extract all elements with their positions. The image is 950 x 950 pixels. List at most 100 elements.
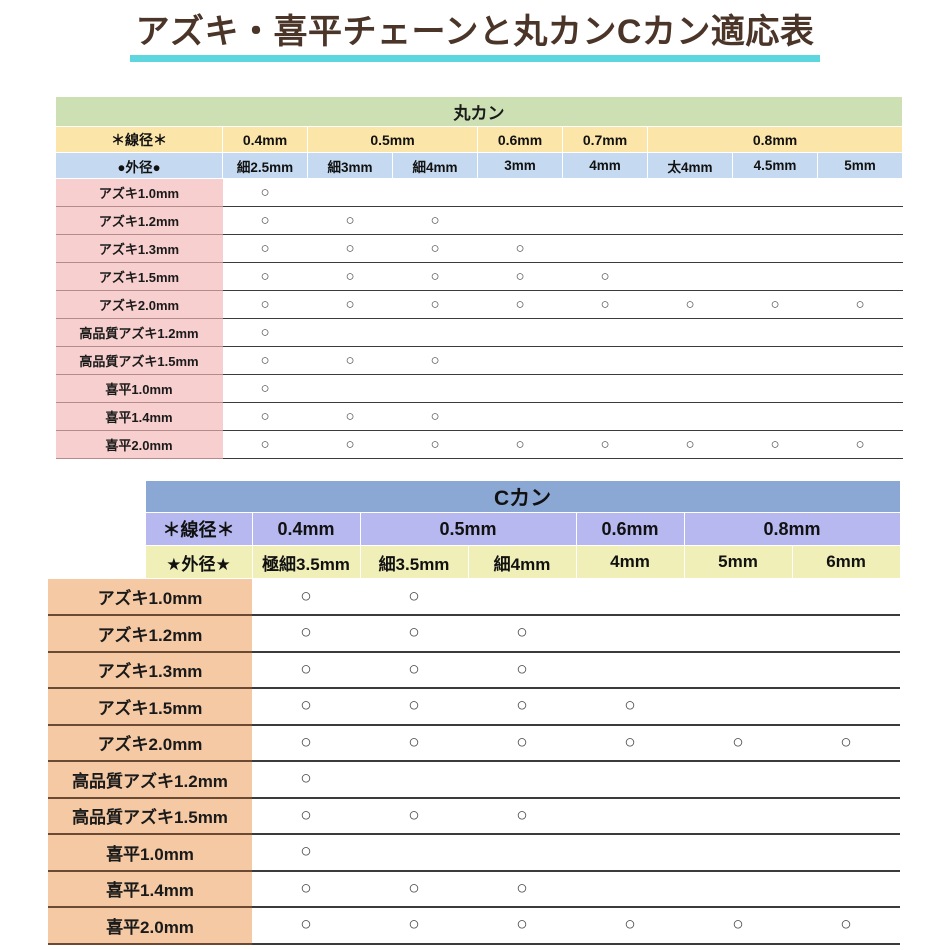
empty-cell: ○ bbox=[576, 578, 684, 616]
compatible-mark-cell: ○ bbox=[392, 206, 478, 235]
compatible-mark-cell: ○ bbox=[468, 615, 576, 653]
ckan-row-label: 喜平2.0mm bbox=[48, 907, 252, 945]
circle-mark-icon: ○ bbox=[345, 268, 355, 285]
circle-mark-icon: ○ bbox=[408, 804, 420, 826]
empty-cell: ○ bbox=[792, 797, 901, 835]
ckan-row-label: アズキ1.3mm bbox=[48, 651, 252, 689]
compatible-mark-cell: ○ bbox=[392, 262, 478, 291]
empty-cell: ○ bbox=[392, 178, 478, 207]
empty-cell: ○ bbox=[817, 318, 903, 347]
compatible-mark-cell: ○ bbox=[360, 651, 468, 689]
marukan-row-label: アズキ2.0mm bbox=[55, 290, 223, 319]
circle-mark-icon: ○ bbox=[345, 212, 355, 229]
circle-mark-icon: ○ bbox=[515, 436, 525, 453]
table-row: アズキ1.5mm○○○○○○ bbox=[48, 688, 901, 726]
compatible-mark-cell: ○ bbox=[222, 374, 308, 403]
marukan-compatibility-table: 丸カン ＊線径＊ 0.4mm 0.5mm 0.6mm 0.7mm 0.8mm ●… bbox=[54, 96, 904, 459]
marukan-row-label: 喜平2.0mm bbox=[55, 430, 223, 459]
compatible-mark-cell: ○ bbox=[392, 346, 478, 375]
compatible-mark-cell: ○ bbox=[252, 907, 360, 945]
circle-mark-icon: ○ bbox=[840, 731, 852, 753]
circle-mark-icon: ○ bbox=[516, 804, 528, 826]
empty-cell: ○ bbox=[732, 318, 818, 347]
empty-cell: ○ bbox=[477, 402, 563, 431]
circle-mark-icon: ○ bbox=[600, 436, 610, 453]
empty-cell: ○ bbox=[732, 206, 818, 235]
empty-cell: ○ bbox=[477, 318, 563, 347]
compatible-mark-cell: ○ bbox=[562, 262, 648, 291]
empty-cell: ○ bbox=[562, 346, 648, 375]
marukan-col-header-4: 4mm bbox=[562, 152, 648, 179]
circle-mark-icon: ○ bbox=[855, 296, 865, 313]
compatible-mark-cell: ○ bbox=[360, 907, 468, 945]
empty-cell: ○ bbox=[576, 651, 684, 689]
compatible-mark-cell: ○ bbox=[477, 262, 563, 291]
circle-mark-icon: ○ bbox=[516, 695, 528, 717]
table-row: 高品質アズキ1.2mm○○○○○○○○ bbox=[55, 318, 903, 347]
compatible-mark-cell: ○ bbox=[392, 402, 478, 431]
circle-mark-icon: ○ bbox=[430, 436, 440, 453]
compatible-mark-cell: ○ bbox=[562, 430, 648, 459]
marukan-outer-label: ●外径● bbox=[55, 152, 223, 179]
empty-cell: ○ bbox=[817, 402, 903, 431]
table-row: アズキ1.5mm○○○○○○○○ bbox=[55, 262, 903, 291]
empty-cell: ○ bbox=[647, 374, 733, 403]
compatible-mark-cell: ○ bbox=[562, 290, 648, 319]
circle-mark-icon: ○ bbox=[260, 352, 270, 369]
marukan-wire-group-2: 0.6mm bbox=[477, 126, 563, 153]
compatible-mark-cell: ○ bbox=[222, 318, 308, 347]
empty-cell: ○ bbox=[576, 870, 684, 908]
compatible-mark-cell: ○ bbox=[684, 724, 792, 762]
compatible-mark-cell: ○ bbox=[360, 615, 468, 653]
marukan-group-title-row: 丸カン bbox=[54, 96, 904, 127]
compatible-mark-cell: ○ bbox=[360, 797, 468, 835]
compatible-mark-cell: ○ bbox=[222, 178, 308, 207]
compatible-mark-cell: ○ bbox=[468, 724, 576, 762]
empty-cell: ○ bbox=[647, 206, 733, 235]
table-row: 喜平1.4mm○○○○○○ bbox=[48, 870, 901, 908]
circle-mark-icon: ○ bbox=[408, 695, 420, 717]
circle-mark-icon: ○ bbox=[430, 352, 440, 369]
marukan-table-body: アズキ1.0mm○○○○○○○○アズキ1.2mm○○○○○○○○アズキ1.3mm… bbox=[55, 178, 903, 459]
ckan-wire-group-0: 0.4mm bbox=[251, 512, 361, 546]
marukan-wire-group-1: 0.5mm bbox=[307, 126, 478, 153]
circle-mark-icon: ○ bbox=[624, 731, 636, 753]
empty-cell: ○ bbox=[562, 234, 648, 263]
compatible-mark-cell: ○ bbox=[307, 402, 393, 431]
compatible-mark-cell: ○ bbox=[222, 290, 308, 319]
table-row: 喜平1.4mm○○○○○○○○ bbox=[55, 402, 903, 431]
compatible-mark-cell: ○ bbox=[576, 688, 684, 726]
compatible-mark-cell: ○ bbox=[307, 290, 393, 319]
circle-mark-icon: ○ bbox=[624, 914, 636, 936]
circle-mark-icon: ○ bbox=[408, 585, 420, 607]
table-row: アズキ2.0mm ○ ○ ○ ○ ○ ○ ○ ○ bbox=[55, 290, 903, 319]
empty-cell: ○ bbox=[732, 178, 818, 207]
compatible-mark-cell: ○ bbox=[360, 724, 468, 762]
empty-cell: ○ bbox=[817, 234, 903, 263]
compatible-mark-cell: ○ bbox=[732, 430, 818, 459]
empty-cell: ○ bbox=[684, 615, 792, 653]
marukan-table-head: 丸カン ＊線径＊ 0.4mm 0.5mm 0.6mm 0.7mm 0.8mm ●… bbox=[54, 96, 904, 179]
empty-cell: ○ bbox=[576, 615, 684, 653]
ckan-row-label: アズキ1.2mm bbox=[48, 615, 252, 653]
marukan-row-label: 高品質アズキ1.5mm bbox=[55, 346, 223, 375]
circle-mark-icon: ○ bbox=[345, 296, 355, 313]
compatible-mark-cell: ○ bbox=[477, 234, 563, 263]
empty-cell: ○ bbox=[817, 346, 903, 375]
circle-mark-icon: ○ bbox=[408, 914, 420, 936]
ckan-table-body: アズキ1.0mm○○○○○○アズキ1.2mm○○○○○○アズキ1.3mm○○○○… bbox=[48, 578, 901, 945]
empty-cell: ○ bbox=[477, 346, 563, 375]
empty-cell: ○ bbox=[792, 688, 901, 726]
empty-cell: ○ bbox=[732, 374, 818, 403]
compatible-mark-cell: ○ bbox=[684, 907, 792, 945]
empty-cell: ○ bbox=[647, 346, 733, 375]
circle-mark-icon: ○ bbox=[300, 804, 312, 826]
compatible-mark-cell: ○ bbox=[576, 724, 684, 762]
marukan-row-label: 喜平1.0mm bbox=[55, 374, 223, 403]
circle-mark-icon: ○ bbox=[840, 914, 852, 936]
empty-cell: ○ bbox=[792, 578, 901, 616]
empty-cell: ○ bbox=[477, 206, 563, 235]
circle-mark-icon: ○ bbox=[600, 296, 610, 313]
empty-cell: ○ bbox=[576, 797, 684, 835]
compatible-mark-cell: ○ bbox=[307, 262, 393, 291]
